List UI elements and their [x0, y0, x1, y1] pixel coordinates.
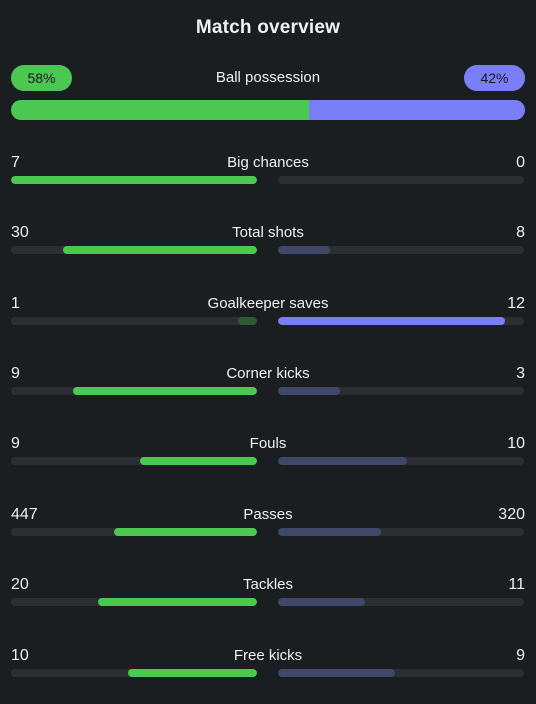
- possession-label: Ball possession: [215, 69, 321, 86]
- stat-row-big-chances: 7 Big chances 0: [11, 153, 525, 193]
- stat-row-free-kicks: 10 Free kicks 9: [11, 646, 525, 686]
- home-stat-value: 7: [11, 154, 20, 171]
- stat-row-tackles: 20 Tackles 11: [11, 575, 525, 615]
- page-title: Match overview: [195, 17, 341, 38]
- stat-label: Free kicks: [233, 647, 303, 664]
- home-stat-value: 9: [11, 365, 20, 382]
- stat-label: Fouls: [249, 435, 287, 452]
- home-stat-track: [11, 176, 257, 184]
- away-stat-value: 12: [507, 295, 525, 312]
- stat-row-total-shots: 30 Total shots 8: [11, 223, 525, 263]
- stat-row-passes: 447 Passes 320: [11, 505, 525, 545]
- home-stat-value: 9: [11, 435, 20, 452]
- away-stat-fill: [278, 317, 506, 325]
- home-stat-fill: [140, 457, 257, 465]
- home-possession-segment: [11, 100, 310, 120]
- home-stat-value: 20: [11, 576, 29, 593]
- away-stat-value: 0: [516, 154, 525, 171]
- stat-label: Goalkeeper saves: [207, 295, 329, 312]
- home-stat-track: [11, 246, 257, 254]
- home-stat-track: [11, 387, 257, 395]
- stat-row-corner-kicks: 9 Corner kicks 3: [11, 364, 525, 404]
- away-stat-value: 10: [507, 435, 525, 452]
- stat-label: Passes: [243, 506, 293, 523]
- away-stat-track: [278, 246, 524, 254]
- away-stat-value: 11: [508, 576, 525, 593]
- away-stat-track: [278, 457, 524, 465]
- stat-row-fouls: 9 Fouls 10: [11, 434, 525, 474]
- stat-label: Total shots: [232, 224, 304, 241]
- possession-bar: [11, 100, 525, 120]
- away-stat-track: [278, 387, 524, 395]
- home-stat-value: 10: [11, 647, 29, 664]
- home-stat-value: 30: [11, 224, 29, 241]
- away-possession-segment: [309, 100, 525, 120]
- away-stat-track: [278, 528, 524, 536]
- possession-header: Ball possession 58% 42%: [11, 65, 525, 91]
- home-stat-fill: [113, 528, 257, 536]
- away-stat-value: 3: [516, 365, 525, 382]
- home-stat-fill: [238, 317, 257, 325]
- home-stat-track: [11, 457, 257, 465]
- away-stat-track: [278, 669, 524, 677]
- away-stat-track: [278, 598, 524, 606]
- away-stat-fill: [278, 528, 381, 536]
- home-stat-track: [11, 317, 257, 325]
- away-stat-fill: [278, 457, 408, 465]
- away-stat-value: 9: [516, 647, 525, 664]
- stat-label: Big chances: [227, 154, 309, 171]
- stat-row-goalkeeper-saves: 1 Goalkeeper saves 12: [11, 294, 525, 334]
- home-stat-track: [11, 528, 257, 536]
- away-stat-fill: [278, 669, 395, 677]
- away-stat-value: 320: [498, 506, 525, 523]
- home-stat-value: 1: [11, 295, 20, 312]
- stat-label: Tackles: [242, 576, 294, 593]
- home-possession-badge: 58%: [11, 65, 72, 91]
- home-stat-track: [11, 669, 257, 677]
- home-stat-fill: [11, 176, 257, 184]
- home-stat-track: [11, 598, 257, 606]
- away-stat-value: 8: [516, 224, 525, 241]
- home-stat-value: 447: [11, 506, 38, 523]
- away-stat-fill: [278, 246, 330, 254]
- stat-label: Corner kicks: [226, 365, 310, 382]
- away-stat-fill: [278, 598, 366, 606]
- away-stat-track: [278, 317, 524, 325]
- away-stat-track: [278, 176, 524, 184]
- away-stat-fill: [278, 387, 340, 395]
- away-possession-badge: 42%: [464, 65, 525, 91]
- home-stat-fill: [98, 598, 257, 606]
- home-stat-fill: [62, 246, 257, 254]
- home-stat-fill: [127, 669, 257, 677]
- home-stat-fill: [72, 387, 257, 395]
